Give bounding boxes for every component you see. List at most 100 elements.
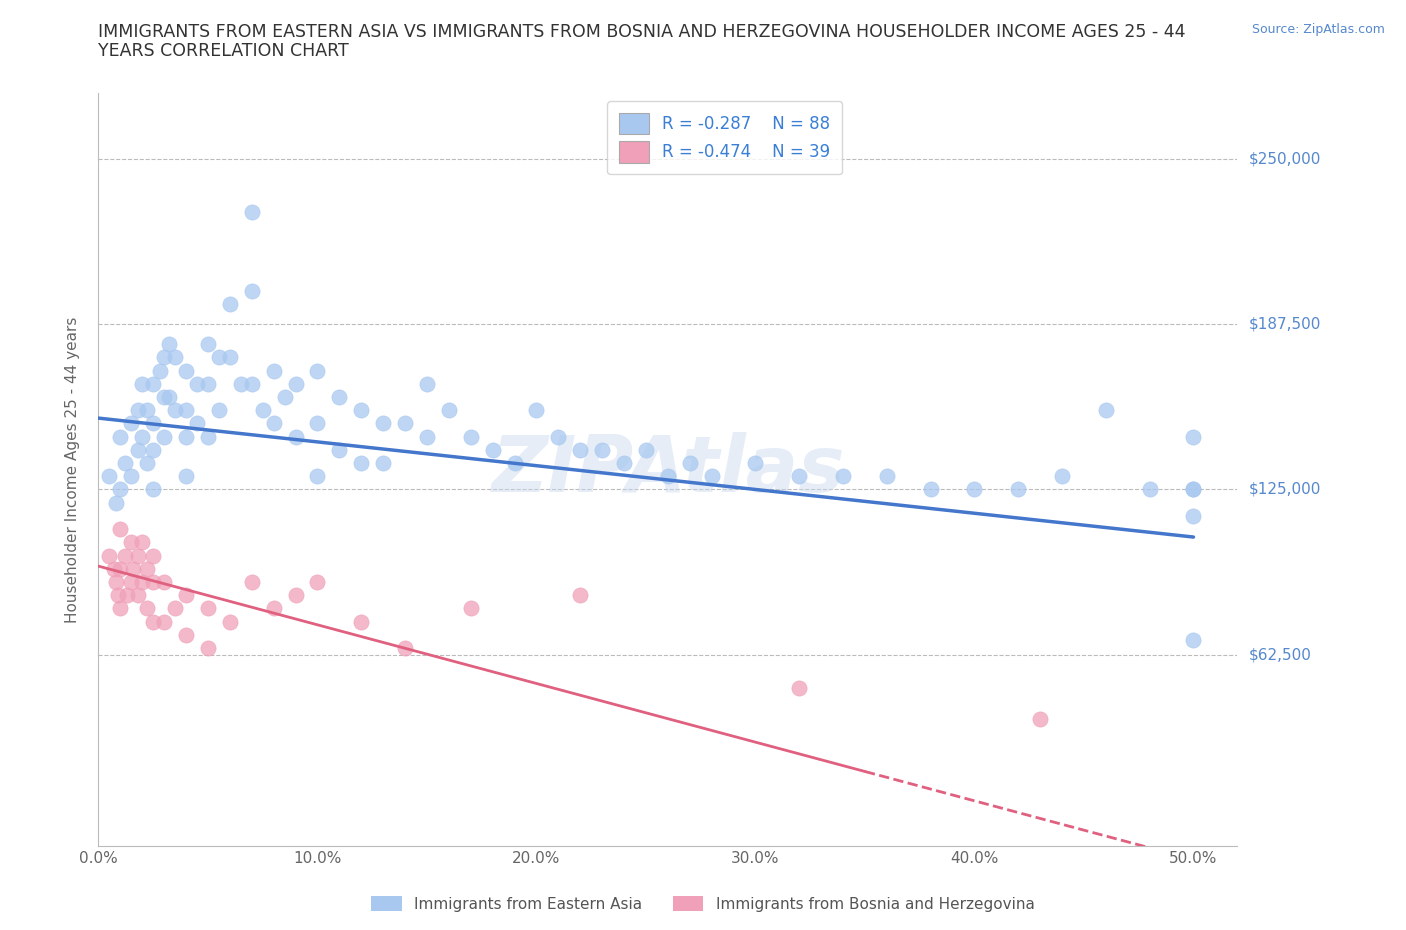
Point bbox=[153, 350, 176, 365]
Point bbox=[186, 377, 208, 392]
Point bbox=[1139, 482, 1161, 497]
Point bbox=[103, 562, 125, 577]
Point bbox=[547, 429, 569, 444]
Point bbox=[503, 456, 526, 471]
Point bbox=[131, 429, 153, 444]
Point bbox=[1182, 482, 1205, 497]
Point bbox=[197, 429, 219, 444]
Point bbox=[1182, 632, 1205, 647]
Point bbox=[174, 588, 197, 603]
Text: $250,000: $250,000 bbox=[1249, 152, 1320, 166]
Legend: R = -0.287    N = 88, R = -0.474    N = 39: R = -0.287 N = 88, R = -0.474 N = 39 bbox=[607, 101, 842, 174]
Point bbox=[135, 601, 157, 616]
Point bbox=[110, 429, 132, 444]
Point bbox=[114, 548, 136, 563]
Point bbox=[153, 390, 176, 405]
Point bbox=[920, 482, 942, 497]
Point bbox=[104, 575, 127, 590]
Point bbox=[328, 390, 350, 405]
Point bbox=[120, 535, 142, 550]
Point bbox=[787, 469, 810, 484]
Point bbox=[153, 575, 176, 590]
Point bbox=[127, 443, 149, 458]
Point bbox=[174, 403, 197, 418]
Point bbox=[98, 548, 121, 563]
Point bbox=[679, 456, 702, 471]
Text: $62,500: $62,500 bbox=[1249, 647, 1312, 662]
Point bbox=[153, 429, 176, 444]
Point bbox=[240, 284, 263, 299]
Point bbox=[142, 575, 165, 590]
Point bbox=[142, 416, 165, 431]
Point bbox=[1050, 469, 1073, 484]
Point bbox=[307, 416, 329, 431]
Point bbox=[1007, 482, 1029, 497]
Point bbox=[127, 548, 149, 563]
Point bbox=[110, 601, 132, 616]
Text: IMMIGRANTS FROM EASTERN ASIA VS IMMIGRANTS FROM BOSNIA AND HERZEGOVINA HOUSEHOLD: IMMIGRANTS FROM EASTERN ASIA VS IMMIGRAN… bbox=[98, 23, 1185, 41]
Point bbox=[832, 469, 855, 484]
Point bbox=[114, 456, 136, 471]
Point bbox=[98, 469, 121, 484]
Point bbox=[263, 601, 285, 616]
Point bbox=[700, 469, 723, 484]
Point bbox=[142, 443, 165, 458]
Text: $187,500: $187,500 bbox=[1249, 317, 1320, 332]
Legend: Immigrants from Eastern Asia, Immigrants from Bosnia and Herzegovina: Immigrants from Eastern Asia, Immigrants… bbox=[366, 889, 1040, 918]
Point bbox=[208, 403, 231, 418]
Point bbox=[197, 337, 219, 352]
Point bbox=[218, 614, 240, 629]
Point bbox=[149, 363, 172, 378]
Point bbox=[1095, 403, 1118, 418]
Point bbox=[135, 456, 157, 471]
Point bbox=[157, 390, 180, 405]
Point bbox=[165, 601, 187, 616]
Point bbox=[127, 588, 149, 603]
Text: $125,000: $125,000 bbox=[1249, 482, 1320, 497]
Point bbox=[963, 482, 986, 497]
Point bbox=[218, 297, 240, 312]
Point bbox=[120, 416, 142, 431]
Point bbox=[131, 535, 153, 550]
Point bbox=[110, 522, 132, 537]
Point bbox=[165, 403, 187, 418]
Point bbox=[526, 403, 548, 418]
Point bbox=[131, 377, 153, 392]
Point bbox=[240, 377, 263, 392]
Text: Source: ZipAtlas.com: Source: ZipAtlas.com bbox=[1251, 23, 1385, 36]
Point bbox=[634, 443, 657, 458]
Point bbox=[350, 456, 373, 471]
Point bbox=[142, 614, 165, 629]
Point bbox=[263, 416, 285, 431]
Point bbox=[1029, 712, 1052, 727]
Point bbox=[284, 429, 307, 444]
Point bbox=[174, 429, 197, 444]
Point bbox=[284, 588, 307, 603]
Point bbox=[240, 575, 263, 590]
Text: YEARS CORRELATION CHART: YEARS CORRELATION CHART bbox=[98, 42, 349, 60]
Point bbox=[657, 469, 679, 484]
Point bbox=[104, 496, 127, 511]
Point bbox=[135, 562, 157, 577]
Point bbox=[174, 628, 197, 643]
Point bbox=[142, 548, 165, 563]
Point bbox=[197, 377, 219, 392]
Point bbox=[1182, 482, 1205, 497]
Point bbox=[1182, 429, 1205, 444]
Point bbox=[416, 429, 439, 444]
Point bbox=[307, 469, 329, 484]
Point bbox=[350, 403, 373, 418]
Point bbox=[197, 601, 219, 616]
Point bbox=[481, 443, 503, 458]
Point bbox=[460, 429, 482, 444]
Point bbox=[110, 482, 132, 497]
Point bbox=[569, 588, 592, 603]
Point bbox=[416, 377, 439, 392]
Point bbox=[157, 337, 180, 352]
Point bbox=[876, 469, 898, 484]
Point bbox=[165, 350, 187, 365]
Point bbox=[394, 641, 416, 656]
Point bbox=[328, 443, 350, 458]
Point bbox=[218, 350, 240, 365]
Point bbox=[569, 443, 592, 458]
